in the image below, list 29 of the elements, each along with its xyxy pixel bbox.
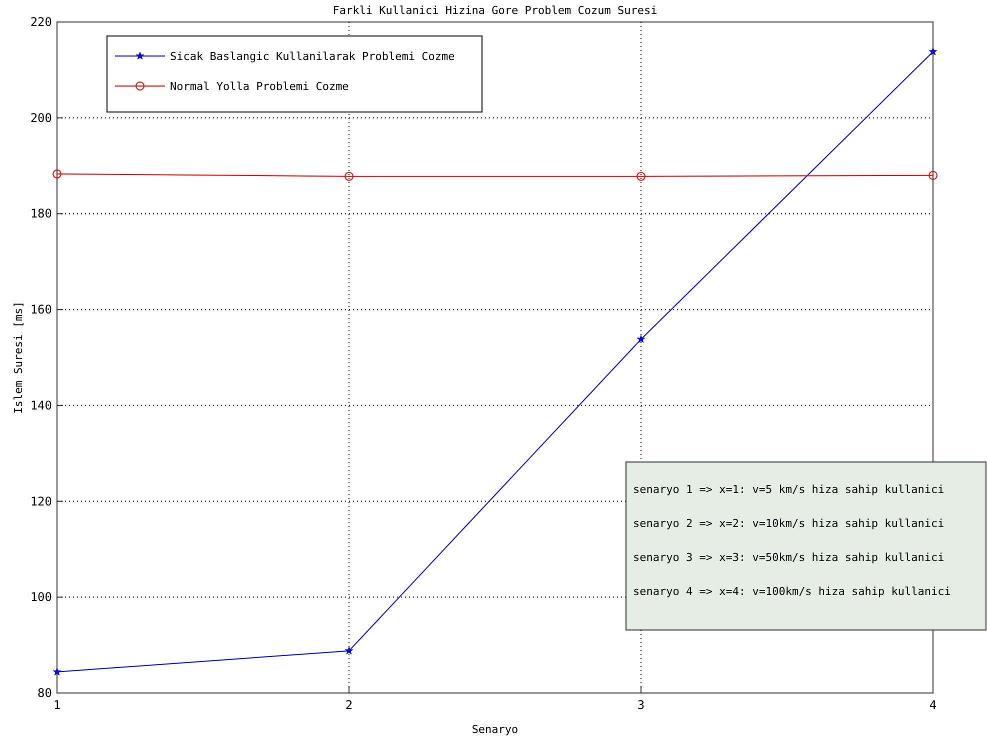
y-tick-label: 160 — [30, 302, 52, 317]
point — [928, 170, 938, 180]
point — [928, 47, 938, 56]
x-tick-label: 2 — [345, 698, 353, 712]
point — [52, 668, 62, 676]
chart-title: Farkli Kullanici Hizina Gore Problem Cozum Suresi — [332, 4, 658, 17]
annotation: senaryo 3 => x=3: v=50km/s hiza sahip kullanici — [633, 551, 944, 564]
legend-label: Normal Yolla Problemi Cozme — [170, 80, 349, 93]
annotation: senaryo 2 => x=2: v=10km/s hiza sahip kullanici — [633, 517, 944, 530]
x-tick-label: 3 — [637, 698, 645, 712]
point — [636, 172, 646, 181]
y-tick-label: 100 — [30, 590, 52, 604]
annotation: senaryo 4 => x=4: v=100km/s hiza sahip kullanici — [633, 585, 951, 598]
y-tick-label: 140 — [30, 398, 52, 412]
x-axis-title: Senaryo — [472, 723, 518, 736]
y-tick-label: 180 — [30, 206, 52, 221]
y-tick-label: 200 — [30, 110, 52, 125]
y-tick-label: 80 — [38, 686, 52, 700]
x-tick-label: 1 — [53, 698, 61, 712]
y-axis-title: Islem Suresi [ms] — [12, 301, 25, 414]
x-tick-label: 4 — [929, 698, 937, 712]
legend-label: Sicak Baslangic Kullanilarak Problemi Cozme — [170, 50, 455, 63]
y-tick-label: 120 — [30, 494, 52, 508]
y-tick-label: 220 — [30, 15, 52, 29]
point — [636, 335, 646, 343]
annotation: senaryo 1 => x=1: v=5 km/s hiza sahip kullanici — [633, 483, 944, 496]
point — [344, 646, 354, 654]
point — [52, 169, 62, 178]
point — [344, 172, 354, 181]
